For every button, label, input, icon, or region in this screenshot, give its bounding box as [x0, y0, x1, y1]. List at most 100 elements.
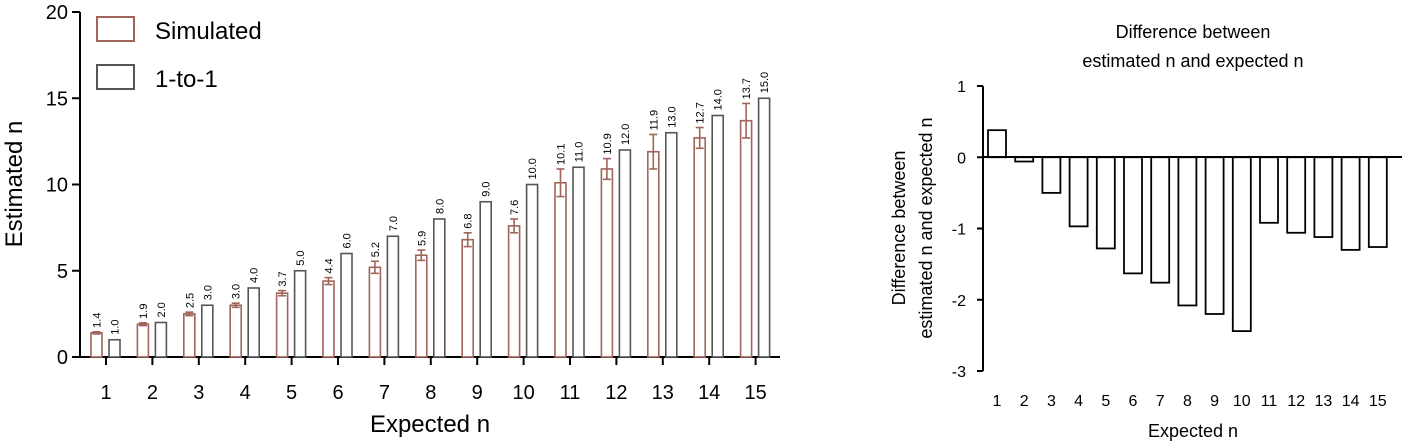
right-x-tick-label: 5 — [1101, 393, 1110, 410]
one-to-one-value-label: 10.0 — [527, 158, 539, 179]
one-to-one-bar — [525, 183, 539, 358]
simulated-bar — [368, 266, 382, 358]
simulated-bar — [322, 280, 335, 358]
one-to-one-value-label: 9.0 — [481, 181, 493, 196]
simulated-value-label: 11.9 — [648, 110, 660, 131]
simulated-bar — [554, 181, 567, 358]
one-to-one-value-label: 11.0 — [574, 142, 586, 163]
difference-bar — [1231, 156, 1252, 333]
right-x-tick-label: 3 — [1047, 393, 1056, 410]
difference-bar — [1259, 156, 1279, 224]
left-x-tick-label: 8 — [425, 382, 436, 404]
right-y-axis-title-line2: estimated n and expected n — [916, 117, 936, 338]
right-y-tick-label: 1 — [957, 79, 966, 96]
one-to-one-bar — [293, 269, 307, 358]
difference-bar — [1340, 156, 1361, 251]
one-to-one-value-label: 2.0 — [156, 302, 168, 317]
one-to-one-bar — [154, 321, 168, 358]
right-y-axis-title-line1: Difference between — [889, 151, 909, 306]
difference-bar — [1095, 156, 1116, 250]
one-to-one-bar — [432, 218, 446, 358]
legend-swatch-simulated — [96, 16, 135, 42]
one-to-one-value-label: 8.0 — [434, 199, 446, 214]
left-x-tick-label: 2 — [147, 382, 158, 404]
left-y-tick-label: 15 — [46, 88, 68, 110]
simulated-bar — [414, 254, 428, 358]
difference-bar — [987, 129, 1007, 159]
simulated-bar — [646, 150, 660, 358]
one-to-one-bar — [386, 235, 400, 358]
simulated-bar — [275, 292, 289, 358]
right-x-tick-label: 14 — [1342, 393, 1360, 410]
simulated-value-label: 1.9 — [138, 304, 150, 319]
simulated-value-label: 12.7 — [695, 102, 707, 123]
left-x-tick-label: 9 — [472, 382, 483, 404]
legend-label-1to1: 1-to-1 — [155, 66, 218, 93]
simulated-bar — [693, 137, 707, 358]
simulated-bar — [183, 313, 196, 358]
one-to-one-bar — [247, 287, 260, 358]
right-title-line2: estimated n and expected n — [1082, 51, 1303, 71]
right-x-tick-label: 15 — [1369, 393, 1387, 410]
one-to-one-bar — [201, 304, 214, 358]
one-to-one-bar — [618, 149, 632, 358]
simulated-value-label: 3.0 — [231, 284, 243, 299]
one-to-one-bar — [711, 114, 725, 358]
one-to-one-value-label: 3.0 — [202, 285, 214, 300]
simulated-value-label: 10.9 — [602, 133, 614, 154]
legend: Simulated 1-to-1 — [96, 16, 262, 93]
right-title-line1: Difference between — [1116, 22, 1271, 42]
simulated-bar — [229, 304, 242, 358]
one-to-one-value-label: 1.0 — [110, 319, 122, 334]
one-to-one-bar — [108, 338, 121, 358]
left-y-tick-label: 0 — [57, 347, 68, 369]
difference-bar — [1177, 156, 1198, 307]
simulated-value-label: 4.4 — [324, 258, 336, 273]
left-x-tick-label: 3 — [193, 382, 204, 404]
right-y-tick-label: 0 — [957, 150, 966, 167]
right-x-tick-label: 13 — [1315, 393, 1333, 410]
difference-bar — [1150, 156, 1171, 284]
simulated-bar — [739, 119, 753, 358]
simulated-value-label: 5.9 — [416, 231, 428, 246]
left-x-tick-label: 13 — [652, 382, 674, 404]
simulated-bar — [507, 225, 521, 358]
right-x-tick-label: 11 — [1261, 393, 1278, 410]
legend-label-simulated: Simulated — [155, 18, 262, 45]
one-to-one-bar — [340, 252, 353, 358]
difference-bar — [1313, 156, 1334, 238]
simulated-bar — [136, 323, 150, 358]
left-x-tick-label: 5 — [286, 382, 297, 404]
simulated-value-label: 13.7 — [741, 78, 753, 99]
simulated-value-label: 1.4 — [92, 313, 104, 328]
simulated-value-label: 3.7 — [277, 271, 289, 286]
left-y-axis-title: Estimated n — [1, 121, 28, 248]
one-to-one-bar — [479, 200, 493, 358]
one-to-one-value-label: 6.0 — [342, 233, 354, 248]
right-y-tick-label: -1 — [952, 222, 966, 239]
left-x-tick-label: 1 — [100, 382, 111, 404]
right-x-tick-label: 6 — [1129, 393, 1138, 410]
right-x-tick-label: 8 — [1183, 393, 1192, 410]
left-y-tick-label: 10 — [46, 175, 68, 197]
simulated-value-label: 2.5 — [184, 293, 196, 308]
difference-bar — [1286, 156, 1307, 234]
simulated-value-label: 6.8 — [463, 214, 475, 229]
legend-swatch-1to1 — [96, 64, 135, 90]
simulated-bar — [90, 332, 103, 358]
left-y-tick-label: 5 — [57, 261, 68, 283]
right-chart: Difference between estimated n and expec… — [889, 22, 1402, 441]
difference-bar — [1041, 156, 1062, 194]
left-x-tick-label: 11 — [560, 382, 581, 404]
left-x-tick-label: 10 — [512, 382, 534, 404]
left-x-tick-label: 6 — [332, 382, 343, 404]
right-x-tick-label: 10 — [1233, 393, 1251, 410]
left-x-tick-label: 15 — [744, 382, 766, 404]
simulated-value-label: 5.2 — [370, 242, 382, 257]
left-x-tick-label: 14 — [698, 382, 720, 404]
right-y-tick-label: -3 — [952, 364, 966, 381]
right-y-tick-label: -2 — [952, 293, 966, 310]
simulated-value-label: 7.6 — [509, 200, 521, 215]
